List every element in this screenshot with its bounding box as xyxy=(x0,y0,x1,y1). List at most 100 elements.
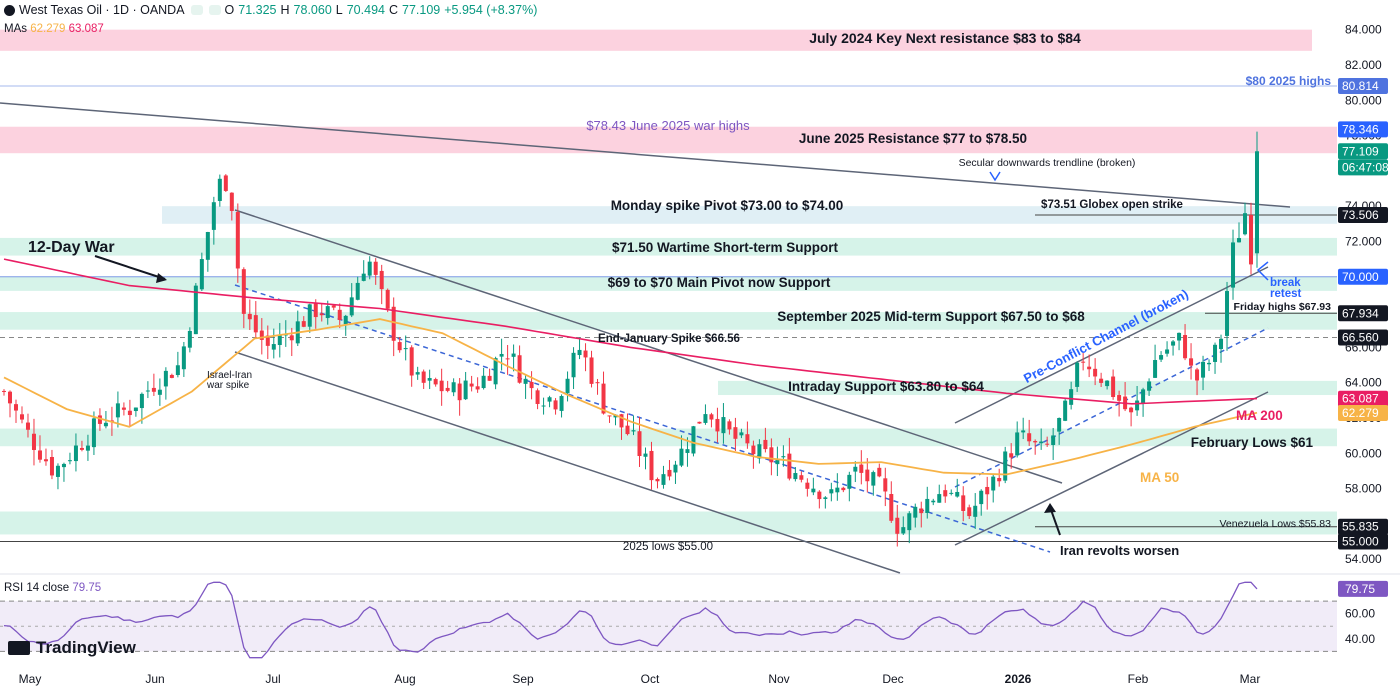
candle-body xyxy=(1063,400,1068,421)
candle-body xyxy=(1237,238,1242,243)
rsi-pane[interactable]: 60.00 40.00 79.75 xyxy=(0,573,1400,659)
candle-body xyxy=(31,433,36,450)
candle-body xyxy=(1207,362,1212,365)
candle-body xyxy=(1045,443,1050,445)
annotation-label: MA 200 xyxy=(1236,408,1283,423)
candle-body xyxy=(481,375,486,389)
candle-body xyxy=(7,391,12,404)
annotation-label: retest xyxy=(1270,288,1301,300)
candle-body xyxy=(61,463,66,468)
candle-body xyxy=(841,487,846,491)
time-tick: Aug xyxy=(394,672,415,686)
candle-body xyxy=(1177,332,1182,341)
candle-body xyxy=(943,490,948,497)
candle-body xyxy=(625,425,630,435)
candle-body xyxy=(637,431,642,457)
candle-body xyxy=(847,474,852,489)
candle-body xyxy=(331,305,336,308)
annotation-label: February Lows $61 xyxy=(1191,435,1314,450)
candle-body xyxy=(199,259,204,290)
candle-body xyxy=(1249,214,1254,265)
price-label: 70.000 xyxy=(1342,270,1379,284)
candle-body xyxy=(865,469,870,482)
candle-body xyxy=(1159,355,1164,360)
time-tick: Sep xyxy=(512,672,534,686)
candle-body xyxy=(577,349,582,356)
candle-body xyxy=(109,420,114,422)
candle-body xyxy=(19,414,24,420)
candle-body xyxy=(937,494,942,503)
candle-body xyxy=(763,439,768,450)
price-tick: 58.000 xyxy=(1345,482,1382,496)
candle-body xyxy=(439,380,444,392)
candle-body xyxy=(163,370,168,387)
price-tick: 80.000 xyxy=(1345,93,1382,107)
low-value: 70.494 xyxy=(346,3,385,17)
price-label: 63.087 xyxy=(1342,392,1379,406)
rsi-axis-value: 79.75 xyxy=(1345,582,1375,596)
candle-body xyxy=(97,415,102,424)
candle-body xyxy=(319,313,324,316)
candle-body xyxy=(733,427,738,439)
candle-body xyxy=(445,387,450,391)
candle-body xyxy=(175,365,180,376)
time-axis[interactable]: May Jun Jul Aug Sep Oct Nov Dec 2026 Feb Mar xyxy=(19,672,1261,686)
price-tick: 54.000 xyxy=(1345,552,1382,566)
price-label-box xyxy=(1338,121,1388,138)
annotation-label: $71.50 Wartime Short-term Support xyxy=(612,240,839,255)
candle-body xyxy=(1069,389,1074,405)
trendline-break-icon xyxy=(989,171,1001,182)
candle-body xyxy=(103,422,108,427)
open-label: O xyxy=(224,3,235,17)
candle-body xyxy=(475,386,480,390)
price-label: 73.506 xyxy=(1342,208,1379,222)
annotation-label: Monday spike Pivot $73.00 to $74.00 xyxy=(611,198,844,213)
candle-body xyxy=(499,353,504,357)
candle-body xyxy=(691,426,696,454)
price-label-box xyxy=(1338,533,1388,550)
candle-body xyxy=(973,505,978,517)
candle-body xyxy=(697,421,702,424)
compare-icon[interactable] xyxy=(208,5,221,15)
time-tick: Oct xyxy=(641,672,660,686)
candle-body xyxy=(1183,335,1188,359)
price-label-box xyxy=(1338,390,1388,407)
candle-body xyxy=(1051,435,1056,445)
moving-averages-layer xyxy=(3,258,1258,476)
high-label: H xyxy=(280,3,290,17)
price-tick: 60.000 xyxy=(1345,446,1382,460)
candle-body xyxy=(409,347,414,376)
rsi-legend[interactable]: RSI 14 close 79.75 xyxy=(4,582,101,594)
candle-body xyxy=(571,352,576,378)
secular-trendline xyxy=(0,102,1291,208)
candle-body xyxy=(49,457,54,476)
price-label: 66.560 xyxy=(1342,330,1379,344)
time-tick: Nov xyxy=(768,672,789,686)
annotation-label: Intraday Support $63.80 to $64 xyxy=(788,379,984,394)
candle-body xyxy=(337,309,342,320)
status-dot-icon xyxy=(190,5,203,15)
rsi-value: 79.75 xyxy=(72,582,102,594)
candle-body xyxy=(25,422,30,430)
candle-body xyxy=(643,453,648,457)
candle-body xyxy=(127,410,132,416)
rsi-tick: 60.00 xyxy=(1345,607,1375,621)
symbol-name[interactable]: West Texas Oil · 1D · OANDA xyxy=(19,3,185,17)
candle-body xyxy=(217,178,222,201)
candle-body xyxy=(121,407,126,410)
tradingview-logo[interactable]: TradingView xyxy=(8,638,136,658)
candle-body xyxy=(91,418,96,448)
candle-body xyxy=(703,414,708,423)
candle-body xyxy=(1147,381,1152,391)
candle-body xyxy=(391,306,396,341)
candle-body xyxy=(421,371,426,383)
candle-body xyxy=(727,421,732,430)
candle-body xyxy=(925,498,930,513)
candle-body xyxy=(463,380,468,400)
price-axis[interactable]: 84.00082.00080.00078.00076.00074.00072.0… xyxy=(1338,23,1389,567)
annotation-label: 12-Day War xyxy=(28,239,115,256)
annotation-label: $80 2025 highs xyxy=(1246,74,1332,88)
symbol-header[interactable]: West Texas Oil · 1D · OANDA O 71.325 H 78.… xyxy=(4,3,537,17)
moving-averages-legend[interactable]: MAs 62.279 63.087 xyxy=(4,23,104,35)
